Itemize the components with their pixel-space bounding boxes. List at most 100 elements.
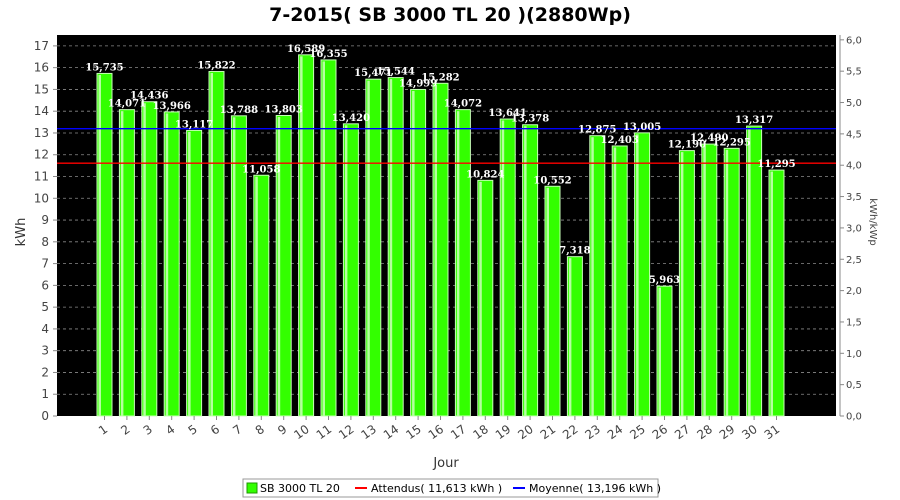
y-tick-label: 15 bbox=[34, 82, 49, 96]
bar-value-label: 12,875 bbox=[578, 125, 616, 136]
y-tick-label: 14 bbox=[34, 104, 49, 118]
bar-value-label: 13,005 bbox=[623, 122, 661, 133]
y-tick-label: 8 bbox=[41, 235, 49, 249]
x-tick-label: 26 bbox=[650, 422, 671, 442]
bar-value-label: 14,436 bbox=[130, 91, 168, 102]
y2-tick-label: 2,0 bbox=[846, 286, 862, 297]
bar-highlight bbox=[300, 56, 303, 416]
y2-tick-label: 1,5 bbox=[846, 317, 862, 328]
chart-title: 7-2015( SB 3000 TL 20 )(2880Wp) bbox=[269, 4, 631, 26]
bar-highlight bbox=[389, 79, 393, 417]
bar-value-label: 15,471 bbox=[354, 68, 392, 79]
y2-tick-label: 3,5 bbox=[846, 192, 862, 203]
x-tick-label: 23 bbox=[582, 422, 603, 442]
x-tick-label: 31 bbox=[762, 422, 783, 442]
x-tick-label: 13 bbox=[358, 422, 379, 442]
y2-tick-label: 1,0 bbox=[846, 349, 862, 360]
y-tick-label: 7 bbox=[41, 257, 49, 271]
bar-value-label: 7,318 bbox=[559, 246, 590, 257]
y2-tick-label: 5,5 bbox=[846, 67, 862, 78]
y-tick-label: 12 bbox=[34, 148, 49, 162]
bar-highlight bbox=[232, 117, 236, 416]
y-tick-label: 5 bbox=[41, 300, 49, 314]
legend: SB 3000 TL 20 Attendus( 11,613 kWh ) Moyen… bbox=[242, 478, 661, 498]
bar-highlight bbox=[703, 145, 706, 416]
bar-value-label: 14,071 bbox=[108, 99, 146, 110]
y-tick-label: 13 bbox=[34, 126, 49, 140]
bar-value-label: 13,788 bbox=[220, 105, 258, 116]
x-tick-label: 12 bbox=[336, 422, 357, 442]
y2-tick-label: 5,0 bbox=[846, 98, 862, 109]
x-tick-label: 9 bbox=[275, 422, 289, 438]
x-tick-label: 10 bbox=[291, 422, 312, 442]
legend-box bbox=[242, 478, 659, 498]
x-tick-label: 24 bbox=[605, 422, 626, 442]
x-tick-label: 8 bbox=[253, 422, 267, 438]
y2-tick-label: 6,0 bbox=[846, 35, 862, 46]
bar-value-label: 16,355 bbox=[309, 49, 347, 60]
bar-value-label: 14,999 bbox=[399, 78, 437, 89]
bar-highlight bbox=[434, 84, 437, 416]
y2-tick-label: 3,0 bbox=[846, 223, 862, 234]
bar-highlight bbox=[748, 127, 751, 416]
y2-tick-label: 0,5 bbox=[846, 380, 862, 391]
bar-value-label: 15,282 bbox=[421, 72, 459, 83]
bar-highlight bbox=[143, 103, 146, 417]
x-tick-label: 27 bbox=[672, 422, 693, 442]
bar-highlight bbox=[98, 74, 101, 416]
x-tick-label: 19 bbox=[493, 422, 514, 442]
bar-value-label: 11,295 bbox=[757, 159, 795, 170]
x-tick-label: 20 bbox=[515, 422, 536, 442]
bar-highlight bbox=[546, 187, 549, 416]
y-tick-label: 6 bbox=[41, 278, 49, 292]
x-tick-label: 18 bbox=[470, 422, 491, 442]
y2-tick-label: 0,0 bbox=[846, 412, 862, 423]
bar-value-label: 10,824 bbox=[466, 169, 504, 180]
y-tick-label: 10 bbox=[34, 191, 49, 205]
bar-value-label: 13,966 bbox=[153, 101, 191, 112]
y2-tick-label: 4,0 bbox=[846, 161, 862, 172]
bar-highlight bbox=[412, 90, 415, 416]
y-tick-label: 2 bbox=[41, 365, 49, 379]
y-tick-label: 11 bbox=[34, 170, 49, 184]
legend-item-series: SB 3000 TL 20 bbox=[260, 482, 340, 495]
bar-value-label: 15,735 bbox=[85, 62, 123, 73]
x-tick-label: 30 bbox=[739, 422, 760, 442]
bar-highlight bbox=[636, 134, 639, 417]
x-tick-label: 14 bbox=[381, 422, 402, 442]
legend-swatch-series bbox=[246, 482, 258, 494]
x-axis-label: Jour bbox=[432, 456, 459, 471]
bar-highlight bbox=[524, 126, 527, 417]
bar-value-label: 15,544 bbox=[377, 67, 415, 78]
y-tick-label: 4 bbox=[41, 322, 49, 336]
bar-highlight bbox=[479, 181, 482, 416]
x-tick-label: 2 bbox=[118, 422, 132, 438]
x-tick-label: 28 bbox=[694, 422, 715, 442]
x-tick-label: 17 bbox=[448, 422, 469, 442]
bar-value-label: 12,403 bbox=[601, 135, 639, 146]
legend-item-average: Moyenne( 13,196 kWh ) bbox=[529, 482, 661, 495]
bar-value-label: 15,822 bbox=[197, 61, 235, 72]
x-tick-label: 29 bbox=[717, 422, 738, 442]
bar-highlight bbox=[658, 287, 661, 416]
bar-highlight bbox=[591, 137, 594, 416]
y2-axis-label: kWh/kWp bbox=[867, 198, 878, 245]
bar-highlight bbox=[680, 152, 684, 416]
x-tick-label: 21 bbox=[538, 422, 559, 442]
bar-highlight bbox=[188, 131, 191, 416]
y2-tick-label: 4,5 bbox=[846, 129, 862, 140]
bar-highlight bbox=[277, 116, 281, 417]
y-tick-label: 9 bbox=[41, 213, 49, 227]
bar-value-label: 13,378 bbox=[511, 114, 549, 125]
bars bbox=[96, 54, 785, 417]
bar-highlight bbox=[344, 125, 348, 417]
bar-highlight bbox=[210, 73, 213, 416]
y-tick-label: 16 bbox=[34, 61, 49, 75]
bar-highlight bbox=[770, 171, 773, 416]
x-tick-label: 4 bbox=[163, 422, 177, 438]
bar-highlight bbox=[501, 120, 505, 417]
legend-item-expected: Attendus( 11,613 kWh ) bbox=[371, 482, 502, 495]
bar-highlight bbox=[255, 176, 258, 416]
